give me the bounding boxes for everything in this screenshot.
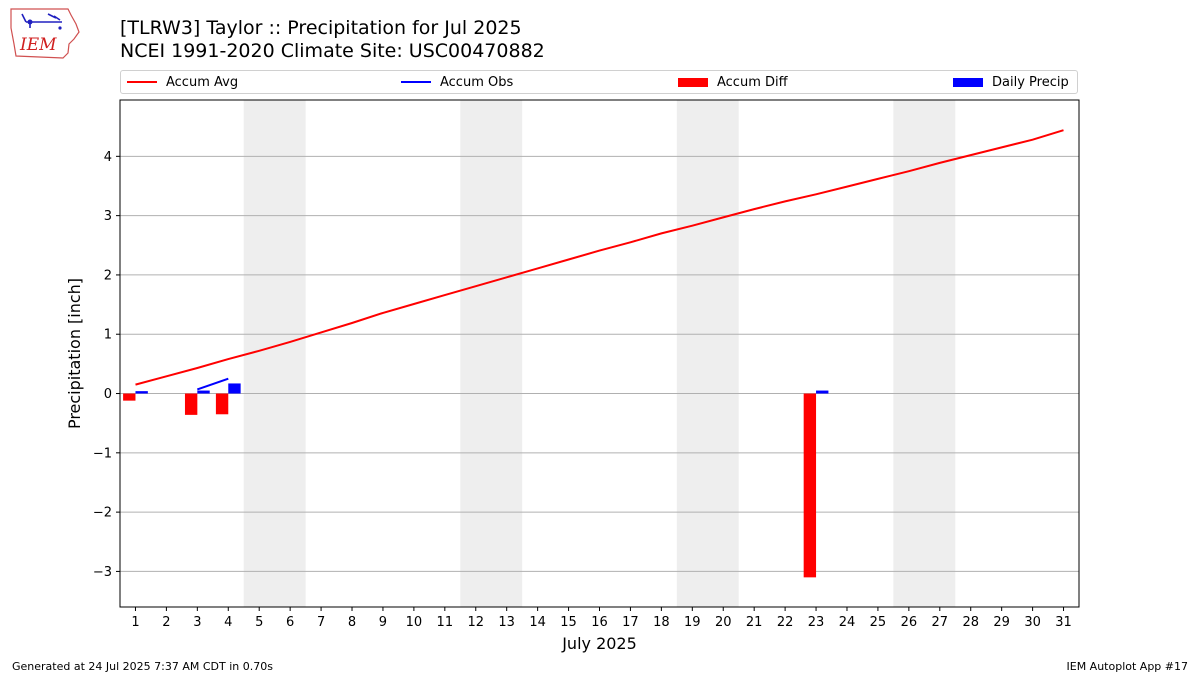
daily-precip-bar [228, 383, 241, 394]
daily-precip-bar [816, 390, 829, 394]
daily-precip-bar [197, 390, 210, 394]
daily-precip-bar [135, 391, 148, 394]
x-tick-label: 21 [746, 615, 763, 630]
x-tick-label: 23 [808, 615, 825, 630]
app-note: IEM Autoplot App #17 [1066, 660, 1189, 673]
legend-swatch [678, 77, 708, 87]
x-tick-label: 19 [684, 615, 701, 630]
y-tick-label: −1 [93, 446, 112, 461]
accum-obs-line [196, 377, 229, 391]
x-tick-label: 26 [901, 615, 918, 630]
y-tick-label: −3 [93, 565, 112, 580]
x-tick-label: 27 [932, 615, 949, 630]
y-tick-label: 1 [104, 328, 112, 343]
legend-item-accum-diff: Accum Diff [678, 71, 788, 93]
y-tick-label: 2 [104, 268, 112, 283]
x-tick-label: 24 [839, 615, 856, 630]
logo-text: IEM [19, 35, 57, 55]
x-tick-label: 16 [591, 615, 608, 630]
x-tick-label: 1 [131, 615, 139, 630]
accum-diff-bar [803, 393, 817, 578]
x-tick-label: 28 [962, 615, 979, 630]
legend-label: Daily Precip [992, 74, 1069, 90]
legend-item-daily-precip: Daily Precip [953, 71, 1069, 93]
x-tick-label: 25 [870, 615, 887, 630]
x-tick-label: 12 [467, 615, 484, 630]
x-tick-label: 3 [193, 615, 201, 630]
chart-title: [TLRW3] Taylor :: Precipitation for Jul … [120, 17, 522, 39]
legend-swatch [401, 81, 431, 83]
x-tick-label: 10 [406, 615, 423, 630]
x-tick-label: 29 [993, 615, 1010, 630]
x-tick-label: 30 [1024, 615, 1041, 630]
legend-item-accum-obs: Accum Obs [401, 71, 513, 93]
generated-note: Generated at 24 Jul 2025 7:37 AM CDT in … [12, 660, 273, 673]
x-tick-label: 18 [653, 615, 670, 630]
legend-swatch [953, 77, 983, 87]
x-tick-label: 15 [560, 615, 577, 630]
y-axis-label: Precipitation [inch] [65, 278, 84, 429]
y-tick-label: 0 [104, 387, 112, 402]
weekend-shade [243, 100, 306, 607]
legend-label: Accum Diff [717, 74, 788, 90]
x-tick-label: 5 [255, 615, 263, 630]
x-tick-label: 4 [224, 615, 232, 630]
accum-avg-line [135, 129, 1064, 386]
x-tick-label: 17 [622, 615, 639, 630]
x-tick-label: 31 [1055, 615, 1072, 630]
x-tick-label: 22 [777, 615, 794, 630]
weekend-shade [676, 100, 739, 607]
weekend-shade [893, 100, 956, 607]
x-tick-label: 9 [379, 615, 387, 630]
x-tick-label: 14 [529, 615, 546, 630]
accum-diff-bar [123, 393, 136, 401]
legend-label: Accum Obs [440, 74, 514, 90]
accum-diff-bar [215, 393, 229, 415]
y-tick-label: 3 [104, 209, 112, 224]
accum-diff-bar [184, 393, 198, 415]
legend-label: Accum Avg [166, 74, 239, 90]
legend-item-accum-avg: Accum Avg [127, 71, 238, 93]
x-tick-label: 11 [437, 615, 454, 630]
iem-logo: IEM [10, 8, 80, 59]
x-tick-label: 8 [348, 615, 356, 630]
y-tick-label: −2 [93, 506, 112, 521]
x-tick-label: 20 [715, 615, 732, 630]
weekend-shade [460, 100, 523, 607]
x-tick-label: 7 [317, 615, 325, 630]
weather-station-icon [21, 13, 62, 28]
x-tick-label: 6 [286, 615, 294, 630]
plot-frame [119, 99, 1080, 608]
chart-legend: Accum Avg Accum Obs Accum Diff Daily Precip [120, 70, 1078, 94]
y-tick-label: 4 [104, 150, 112, 165]
x-tick-label: 2 [162, 615, 170, 630]
legend-swatch [127, 81, 157, 83]
chart-subtitle: NCEI 1991-2020 Climate Site: USC00470882 [120, 40, 545, 62]
x-axis-label: July 2025 [561, 634, 637, 653]
x-tick-label: 13 [498, 615, 515, 630]
